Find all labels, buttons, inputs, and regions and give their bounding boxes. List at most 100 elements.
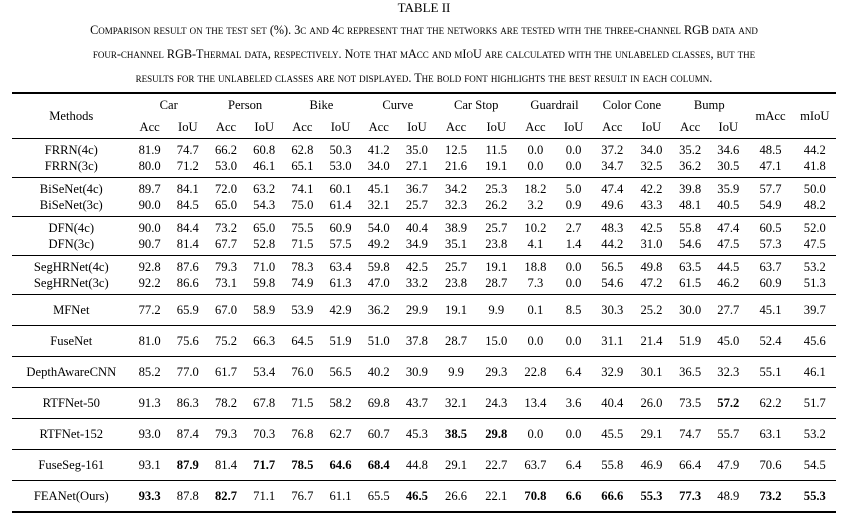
metric-cell: 53.4 xyxy=(253,365,276,379)
metric-cell: 61.5 xyxy=(679,276,702,290)
metric-cell: 32.3 xyxy=(717,365,740,379)
metric-cell: 18.8 xyxy=(524,260,547,274)
acc-subheader: Acc xyxy=(215,119,237,134)
metric-cell: 23.8 xyxy=(485,237,508,251)
metric-cell: 55.3 xyxy=(794,481,836,513)
class-header-guardrail: Guardrail xyxy=(530,97,579,112)
table-row: RTFNet-50 91.3 86.3 78.2 67.8 71.5 58.2 69.8 43.… xyxy=(12,388,836,419)
best-value: 57.2 xyxy=(717,396,740,410)
iou-subheader: IoU xyxy=(178,119,198,134)
caption-line: four-channel RGB-Thermal data, respectiv… xyxy=(92,47,756,61)
metric-cell: 0.0 xyxy=(565,276,582,290)
metric-cell: 49.6 xyxy=(601,198,624,212)
iou-subheader: IoU xyxy=(254,119,274,134)
metric-cell: 57.3 xyxy=(759,237,782,251)
metric-cell: 76.7 xyxy=(291,489,314,503)
metric-cell: 70.8 xyxy=(516,481,554,513)
method-name: RTFNet-50 xyxy=(42,396,100,410)
table-row: FuseSeg-161 93.1 87.9 81.4 71.7 78.5 64.6 68.4 4… xyxy=(12,450,836,481)
metric-cell: 36.5 xyxy=(679,365,702,379)
metric-cell: 6.4 xyxy=(565,458,582,472)
metric-cell: 46.1 xyxy=(253,159,276,173)
metric-cell: 0.0 xyxy=(565,427,582,441)
metric-cell: 87.9 xyxy=(169,450,207,481)
metric-cell: 43.7 xyxy=(405,396,428,410)
metric-cell: 9.9 xyxy=(448,365,464,379)
table-row: SegHRNet(3c) 92.2 86.6 73.1 59.8 74.9 61.3 47.0… xyxy=(12,275,836,295)
iou-subheader: IoU xyxy=(641,119,662,134)
metric-cell: 75.2 xyxy=(214,334,238,348)
metric-cell: 34.0 xyxy=(367,159,390,173)
metric-cell: 79.3 xyxy=(214,260,238,274)
method-name: DFN(3c) xyxy=(48,237,95,251)
metric-cell: 48.9 xyxy=(717,489,740,503)
metric-cell: 55.1 xyxy=(759,365,782,379)
metric-cell: 35.0 xyxy=(405,143,428,157)
metric-cell: 74.9 xyxy=(291,276,314,290)
metric-cell: 32.3 xyxy=(445,198,468,212)
metric-cell: 70.3 xyxy=(253,427,276,441)
table-row: DepthAwareCNN 85.2 77.0 61.7 53.4 76.0 56.5 40.… xyxy=(12,357,836,388)
metric-cell: 21.4 xyxy=(640,334,663,348)
metric-cell: 0.1 xyxy=(527,303,544,317)
metric-cell: 58.9 xyxy=(253,303,276,317)
metric-cell: 71.5 xyxy=(291,237,314,251)
metric-cell: 61.4 xyxy=(329,198,352,212)
method-name: DFN(4c) xyxy=(48,221,95,235)
metric-cell: 81.4 xyxy=(176,237,199,251)
method-name: FRRN(3c) xyxy=(44,159,98,173)
metric-cell: 47.5 xyxy=(803,237,826,251)
metric-cell: 31.1 xyxy=(601,334,624,348)
metric-cell: 62.7 xyxy=(329,427,352,441)
best-value: 71.7 xyxy=(253,458,276,472)
acc-subheader: Acc xyxy=(445,119,467,134)
metric-cell: 52.8 xyxy=(253,237,276,251)
table-row: DFN(4c) 90.0 84.4 73.2 65.0 75.5 60.9 54.0 40.4 3… xyxy=(12,217,836,237)
metric-cell: 78.2 xyxy=(214,396,238,410)
iou-subheader: IoU xyxy=(486,119,507,134)
metric-cell: 49.2 xyxy=(367,237,390,251)
metric-cell: 49.8 xyxy=(640,260,663,274)
table-row: DFN(3c) 90.7 81.4 67.7 52.8 71.5 57.5 49.2 34.9 3… xyxy=(12,236,836,256)
metric-cell: 73.2 xyxy=(747,481,793,513)
method-group: DFN(4c) 90.0 84.4 73.2 65.0 75.5 60.9 54.0 40.4 3… xyxy=(12,217,836,256)
metric-cell: 45.5 xyxy=(601,427,624,441)
metric-cell: 32.1 xyxy=(445,396,468,410)
metric-cell: 75.6 xyxy=(176,334,199,348)
metric-cell: 21.6 xyxy=(445,159,468,173)
metric-cell: 36.2 xyxy=(679,159,702,173)
metric-cell: 38.5 xyxy=(436,419,476,450)
best-value: 82.7 xyxy=(214,489,238,503)
metric-cell: 26.6 xyxy=(445,489,468,503)
methods-header: Methods xyxy=(49,108,94,123)
metric-cell: 63.5 xyxy=(679,260,702,274)
metric-cell: 34.7 xyxy=(601,159,624,173)
best-value: 87.9 xyxy=(176,458,199,472)
metric-cell: 68.4 xyxy=(360,450,398,481)
metric-cell: 51.0 xyxy=(367,334,390,348)
metric-cell: 82.7 xyxy=(207,481,245,513)
metric-cell: 64.5 xyxy=(291,334,314,348)
metric-cell: 84.4 xyxy=(176,221,199,235)
metric-cell: 48.3 xyxy=(601,221,624,235)
metric-cell: 51.9 xyxy=(679,334,702,348)
metric-cell: 76.0 xyxy=(291,365,314,379)
metric-cell: 47.4 xyxy=(601,182,624,196)
metric-cell: 86.6 xyxy=(176,276,199,290)
metric-cell: 47.4 xyxy=(717,221,740,235)
metric-cell: 34.2 xyxy=(445,182,468,196)
metric-cell: 63.7 xyxy=(524,458,547,472)
metric-cell: 60.9 xyxy=(759,276,782,290)
method-group: FEANet(Ours) 93.3 87.8 82.7 71.1 76.7 61.1 65.5… xyxy=(12,481,836,513)
table-row: SegHRNet(4c) 92.8 87.6 79.3 71.0 78.3 63.4 59.8… xyxy=(12,256,836,276)
table-row: FRRN(3c) 80.0 71.2 53.0 46.1 65.1 53.0 34.0 27.1… xyxy=(12,158,836,178)
method-group: DepthAwareCNN 85.2 77.0 61.7 53.4 76.0 56.5 40.… xyxy=(12,357,836,388)
metric-cell: 30.0 xyxy=(679,303,702,317)
metric-cell: 1.4 xyxy=(565,237,582,251)
best-value: 78.5 xyxy=(291,458,314,472)
method-name: FRRN(4c) xyxy=(44,143,98,157)
metric-cell: 53.0 xyxy=(214,159,238,173)
metric-cell: 25.3 xyxy=(485,182,508,196)
metric-cell: 73.1 xyxy=(214,276,238,290)
metric-cell: 84.5 xyxy=(176,198,199,212)
